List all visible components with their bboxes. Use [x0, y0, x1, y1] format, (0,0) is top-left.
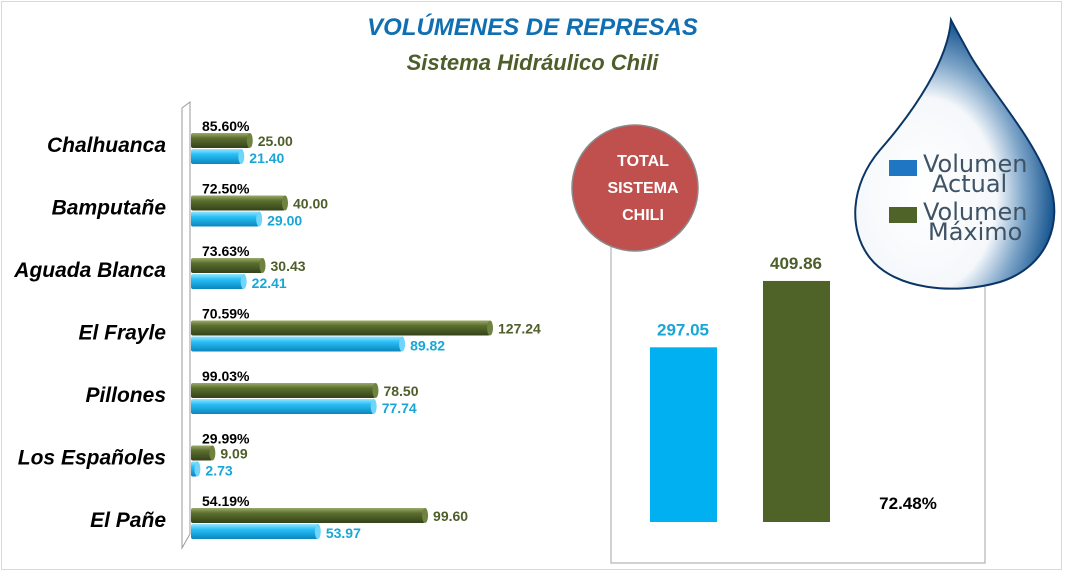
bar-volumen-maximo: [191, 258, 266, 273]
bar-volumen-actual: [191, 211, 263, 227]
value-label-maximo: 40.00: [293, 196, 328, 212]
legend-swatch-actual: [889, 160, 917, 176]
total-bar-chart: 297.05 409.86 72.48%: [650, 254, 937, 522]
value-label-actual: 29.00: [267, 213, 302, 229]
total-badge-line: TOTAL: [617, 153, 669, 170]
percentage-label: 70.59%: [202, 306, 250, 322]
total-badge-label: TOTAL SISTEMA CHILI: [607, 153, 679, 224]
chart-subtitle: Sistema Hidráulico Chili: [406, 50, 659, 75]
value-label-maximo: 99.60: [433, 508, 468, 524]
value-label-actual: 53.97: [326, 525, 361, 541]
left-axis: [181, 101, 191, 550]
percentage-label: 29.99%: [202, 431, 250, 447]
bar-volumen-maximo: [191, 383, 379, 398]
bar-volumen-actual: [191, 399, 377, 414]
value-label-actual: 89.82: [410, 338, 445, 354]
legend-swatch-maximo: [889, 207, 917, 223]
value-label-actual: 22.41: [252, 275, 287, 291]
value-label-maximo: 30.43: [271, 258, 306, 274]
bar-volumen-actual: [191, 274, 247, 289]
legend-actual-line2: Actual: [932, 170, 1007, 198]
bar-volumen-actual: [191, 336, 406, 352]
bar-volumen-actual: [191, 461, 201, 477]
bar-volumen-actual: [191, 524, 321, 539]
category-label: El Frayle: [78, 322, 166, 345]
value-label-maximo: 25.00: [258, 133, 293, 149]
bar-volumen-actual: [191, 149, 245, 164]
legend: Volumen Actual Volumen Máximo: [854, 16, 1056, 290]
bar-volumen-maximo: [191, 445, 216, 461]
total-panel: [610, 236, 986, 564]
value-label-actual: 2.73: [205, 463, 232, 479]
total-badge-line: CHILI: [622, 207, 664, 224]
category-label: Pillones: [85, 384, 166, 407]
percentage-label: 99.03%: [202, 368, 250, 384]
bar-volumen-maximo: [191, 508, 429, 523]
total-bar-actual: [650, 347, 717, 522]
total-badge-circle: [571, 124, 699, 252]
value-label-actual: 77.74: [382, 400, 417, 416]
category-label: Aguada Blanca: [13, 259, 166, 282]
category-label: El Pañe: [90, 509, 166, 532]
chart-title: VOLÚMENES DE REPRESAS: [367, 14, 698, 41]
total-bar-maximo: [763, 280, 830, 522]
total-badge: TOTAL SISTEMA CHILI: [571, 124, 699, 252]
bar-volumen-maximo: [191, 195, 288, 211]
bar-volumen-maximo: [191, 320, 494, 336]
value-label-actual: 21.40: [249, 150, 284, 166]
percentage-label: 54.19%: [202, 493, 250, 509]
legend-actual-line1: Volumen: [923, 150, 1027, 178]
percentage-label: 85.60%: [202, 118, 250, 134]
category-label: Bamputañe: [52, 197, 167, 220]
percentage-label: 72.50%: [202, 181, 250, 197]
bar-volumen-maximo: [191, 133, 253, 148]
total-percentage: 72.48%: [879, 494, 937, 513]
category-label: Chalhuanca: [47, 134, 166, 157]
category-label: Los Españoles: [18, 447, 166, 470]
legend-maximo-line1: Volumen: [923, 198, 1027, 226]
percentage-label: 73.63%: [202, 243, 250, 259]
value-label-maximo: 127.24: [498, 321, 541, 337]
total-badge-line: SISTEMA: [607, 180, 679, 197]
total-value-label: 409.86: [770, 254, 822, 273]
value-label-maximo: 78.50: [383, 383, 418, 399]
total-value-label: 297.05: [657, 320, 709, 339]
legend-maximo-line2: Máximo: [928, 218, 1022, 246]
value-label-maximo: 9.09: [220, 446, 247, 462]
